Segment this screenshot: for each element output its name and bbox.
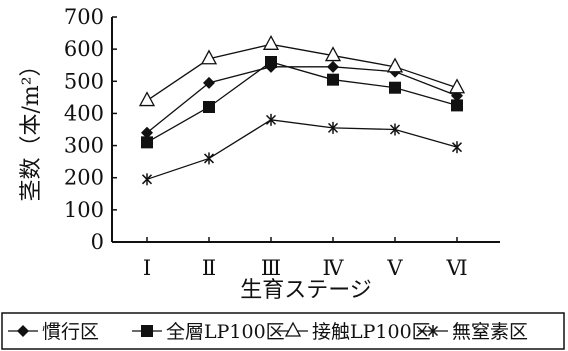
data-point [451, 99, 463, 112]
y-tick-label: 700 [64, 5, 104, 29]
y-ticks: 0 100 200 300 400 500 600 700 [64, 5, 117, 254]
data-point [138, 91, 156, 107]
data-point [327, 73, 339, 86]
data-point [141, 173, 153, 186]
y-tick-label: 600 [64, 37, 104, 61]
legend-marker [17, 325, 29, 337]
data-point [389, 123, 401, 136]
x-tick-label: Ⅳ [323, 256, 345, 280]
data-point [200, 49, 218, 65]
legend-item: 接触LP100区 [278, 321, 431, 343]
data-point [265, 113, 277, 126]
data-point [324, 46, 342, 62]
data-point [203, 101, 215, 113]
series-line [146, 43, 458, 102]
legend-frame [1, 312, 565, 350]
data-point [265, 56, 277, 68]
series-line [146, 61, 458, 143]
legend: 慣行区 全層LP100区 接触LP100区 無窒素区 [1, 312, 565, 350]
series-3 [138, 34, 466, 107]
legend-marker [284, 321, 302, 337]
x-axis-title: 生育ステージ [240, 278, 372, 303]
legend-item: 無窒素区 [418, 321, 528, 343]
data-point [203, 76, 215, 89]
legend-item: 慣行区 [8, 321, 99, 343]
legend-marker [141, 325, 153, 337]
legend-label: 接触LP100区 [312, 321, 431, 343]
legend-label: 全層LP100区 [166, 321, 285, 343]
data-point [203, 152, 215, 165]
series-layer [138, 34, 466, 186]
y-tick-label: 400 [64, 101, 104, 125]
series-line [146, 119, 458, 180]
data-point [327, 60, 339, 73]
series-4 [141, 113, 463, 186]
x-tick-label: Ⅰ [143, 256, 151, 280]
legend-items: 慣行区 全層LP100区 接触LP100区 無窒素区 [8, 321, 528, 343]
series-1 [141, 60, 463, 139]
data-point [389, 81, 401, 94]
x-tick-label: Ⅵ [445, 256, 467, 280]
data-point [386, 57, 404, 73]
data-point [262, 34, 280, 50]
x-ticks: Ⅰ Ⅱ Ⅲ Ⅳ Ⅴ Ⅵ [143, 237, 468, 280]
legend-label: 無窒素区 [452, 321, 528, 343]
series-line [146, 66, 458, 134]
data-point [451, 141, 463, 154]
plot-area: 0 100 200 300 400 500 600 700 Ⅰ Ⅱ Ⅲ Ⅳ Ⅴ Ⅵ [64, 5, 500, 280]
y-tick-label: 100 [64, 198, 104, 222]
data-point [448, 78, 466, 94]
legend-marker [427, 325, 439, 337]
y-tick-label: 300 [64, 134, 104, 158]
data-point [141, 126, 153, 139]
y-tick-label: 200 [64, 166, 104, 190]
legend-item: 全層LP100区 [132, 321, 285, 343]
series-2 [141, 56, 463, 149]
x-tick-label: Ⅴ [386, 256, 403, 280]
legend-label: 慣行区 [42, 321, 99, 343]
data-point [141, 136, 153, 149]
y-tick-label: 0 [91, 230, 104, 254]
x-tick-label: Ⅱ [202, 256, 216, 280]
data-point [327, 121, 339, 134]
x-tick-label: Ⅲ [261, 256, 281, 280]
y-tick-label: 500 [64, 69, 104, 93]
y-axis-title: 茎数（本/m²） [19, 54, 44, 201]
